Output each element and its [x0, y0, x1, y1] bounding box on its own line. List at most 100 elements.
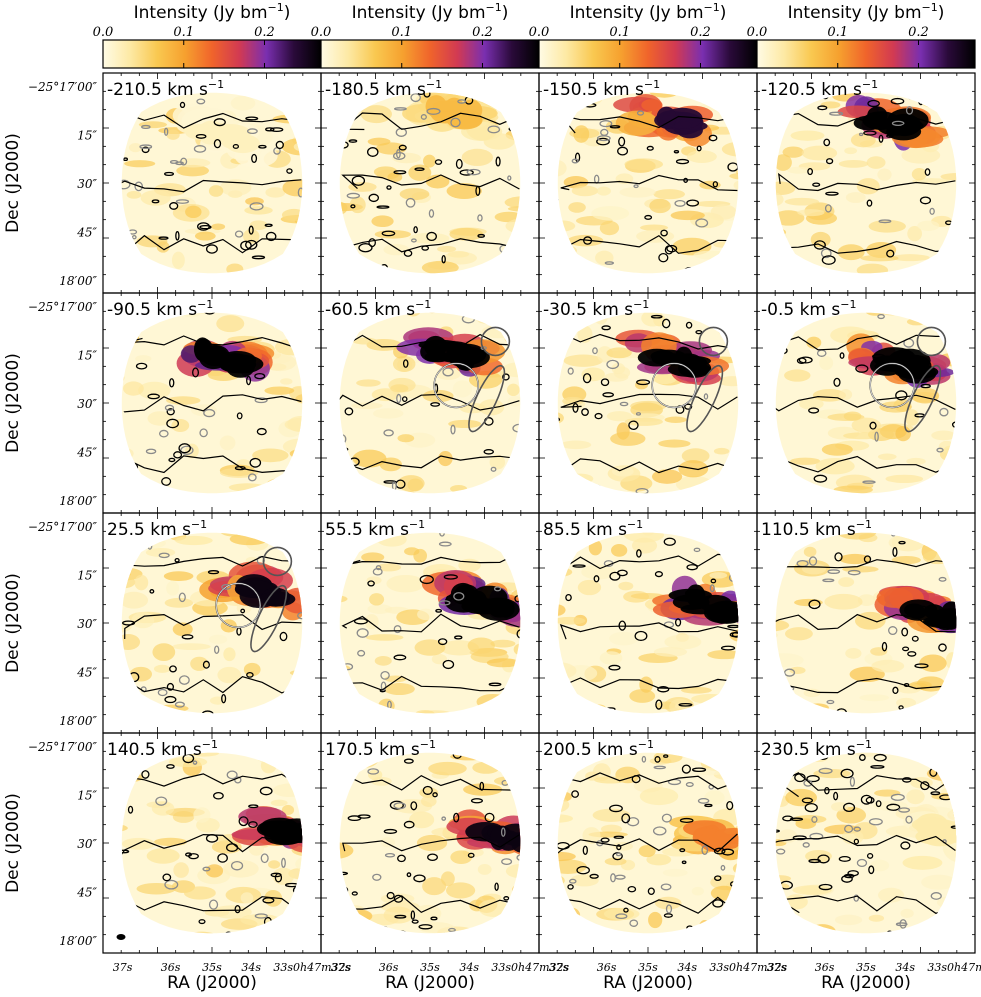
y-tick-label: 30″ [77, 617, 97, 631]
x-tick-label: 37s [549, 961, 569, 974]
y-tick-label: 30″ [77, 837, 97, 851]
colorbar-tick-label: 0.2 [690, 25, 711, 40]
y-axis-label: Dec (J2000) [3, 133, 23, 233]
velocity-label: -60.5 km s−1 [325, 298, 431, 320]
y-tick-label: 45″ [76, 226, 97, 240]
velocity-label: 85.5 km s−1 [543, 518, 643, 540]
y-axis-label: Dec (J2000) [3, 573, 23, 673]
colorbar-tick-label: 0.2 [254, 25, 275, 40]
velocity-label: -180.5 km s−1 [325, 78, 442, 100]
emission-field [775, 312, 957, 494]
region-outlines [869, 326, 947, 433]
x-tick-label: 35s [638, 961, 658, 974]
x-tick-label: 37s [767, 961, 787, 974]
region-outlines [433, 326, 511, 433]
axis-labels: Dec (J2000) −25°17′00″ 15″ 30″ 45″ 18′00″ Dec … [3, 80, 981, 993]
y-tick-label: 45″ [76, 446, 97, 460]
channel-panel: 200.5 km s−1 [538, 732, 758, 954]
y-tick-label: 18′00″ [59, 714, 97, 728]
x-tick-label: 36s [161, 961, 181, 974]
colorbar-tick-label: 0.0 [529, 25, 550, 40]
emission-field [339, 532, 521, 714]
channel-panel: -90.5 km s−1 [102, 292, 322, 514]
x-tick-label: 34s [459, 961, 479, 974]
channel-panel: -180.5 km s−1 [320, 72, 540, 294]
x-tick-label: 34s [895, 961, 915, 974]
velocity-label: -0.5 km s−1 [761, 298, 856, 320]
emission-field [557, 312, 739, 494]
y-tick-label: 15″ [77, 789, 97, 803]
x-tick-label: 34s [677, 961, 697, 974]
channel-panel: 85.5 km s−1 [538, 512, 758, 734]
x-tick-label: 35s [856, 961, 876, 974]
velocity-label: -30.5 km s−1 [543, 298, 649, 320]
y-tick-label: −25°17′00″ [28, 520, 98, 534]
velocity-label: 25.5 km s−1 [107, 518, 207, 540]
x-tick-label: 33s0h47m32s [709, 961, 787, 974]
emission-field [775, 752, 957, 934]
colorbar-tick-label: 0.1 [609, 25, 630, 40]
velocity-label: 200.5 km s−1 [543, 738, 654, 760]
y-tick-label: −25°17′00″ [28, 740, 98, 754]
y-axis-label: Dec (J2000) [3, 793, 23, 893]
emission-field [557, 752, 739, 934]
y-tick-label: 45″ [76, 666, 97, 680]
emission-field [557, 92, 739, 274]
x-tick-label: 36s [597, 961, 617, 974]
velocity-label: -150.5 km s−1 [543, 78, 660, 100]
velocity-label: 110.5 km s−1 [761, 518, 872, 540]
colorbar-gradient [320, 39, 540, 69]
velocity-label: -210.5 km s−1 [107, 78, 224, 100]
emission-field [121, 532, 303, 714]
x-axis-label: RA (J2000) [603, 973, 693, 993]
x-axis-label: RA (J2000) [821, 973, 911, 993]
region-outlines [215, 546, 293, 653]
colorbar-label: Intensity (Jy bm−1) [570, 1, 727, 23]
beam-ellipse [116, 934, 126, 940]
velocity-label: 230.5 km s−1 [761, 738, 872, 760]
y-axis-label: Dec (J2000) [3, 353, 23, 453]
y-tick-label: 18′00″ [59, 494, 97, 508]
y-tick-label: 15″ [77, 129, 97, 143]
colorbar-tick-label: 0.1 [173, 25, 194, 40]
velocity-label: 55.5 km s−1 [325, 518, 425, 540]
channel-panel: -150.5 km s−1 [538, 72, 758, 294]
channel-panel: -60.5 km s−1 [320, 292, 540, 514]
y-tick-label: 15″ [77, 569, 97, 583]
emission-field [339, 92, 521, 274]
channel-panel: 110.5 km s−1 [756, 512, 976, 734]
y-tick-label: −25°17′00″ [28, 80, 98, 94]
colorbar-tick-label: 0.0 [93, 25, 114, 40]
x-tick-label: 37s [113, 961, 133, 974]
x-tick-label: 34s [241, 961, 261, 974]
channel-panel: 55.5 km s−1 [320, 512, 540, 734]
x-axis-label: RA (J2000) [385, 973, 475, 993]
region-outlines [651, 326, 729, 433]
colorbar-label: Intensity (Jy bm−1) [788, 1, 945, 23]
x-tick-label: 37s [331, 961, 351, 974]
colorbar-gradient [756, 39, 976, 69]
x-tick-label: 33s0h47m32s [491, 961, 569, 974]
velocity-label: -90.5 km s−1 [107, 298, 213, 320]
colorbar-2: Intensity (Jy bm−1) 0.0 0.1 0.2 [311, 1, 540, 69]
emission-field [121, 312, 303, 494]
x-tick-label: 33s0h47m32s [927, 961, 981, 974]
channel-panel: 25.5 km s−1 [102, 512, 322, 734]
velocity-label: 170.5 km s−1 [325, 738, 436, 760]
colorbar-label: Intensity (Jy bm−1) [352, 1, 509, 23]
y-tick-label: 45″ [76, 886, 97, 900]
y-tick-label: 30″ [77, 177, 97, 191]
colorbars: Intensity (Jy bm−1) 0.0 0.1 0.2 Intensity (J… [93, 1, 976, 69]
colorbar-1: Intensity (Jy bm−1) 0.0 0.1 0.2 [93, 1, 322, 69]
emission-field [775, 532, 957, 714]
channel-panel: -210.5 km s−1 [102, 72, 322, 294]
colorbar-3: Intensity (Jy bm−1) 0.0 0.1 0.2 [529, 1, 758, 69]
colorbar-tick-label: 0.1 [827, 25, 848, 40]
colorbar-tick-label: 0.0 [747, 25, 768, 40]
channel-panel: 140.5 km s−1 [102, 732, 322, 954]
panel-grid: -210.5 km s−1 -180.5 km s−1 -150.5 km s−1 -… [102, 72, 976, 954]
channel-panel: 170.5 km s−1 [320, 732, 540, 954]
colorbar-4: Intensity (Jy bm−1) 0.0 0.1 0.2 [747, 1, 976, 69]
emission-field [339, 312, 521, 494]
